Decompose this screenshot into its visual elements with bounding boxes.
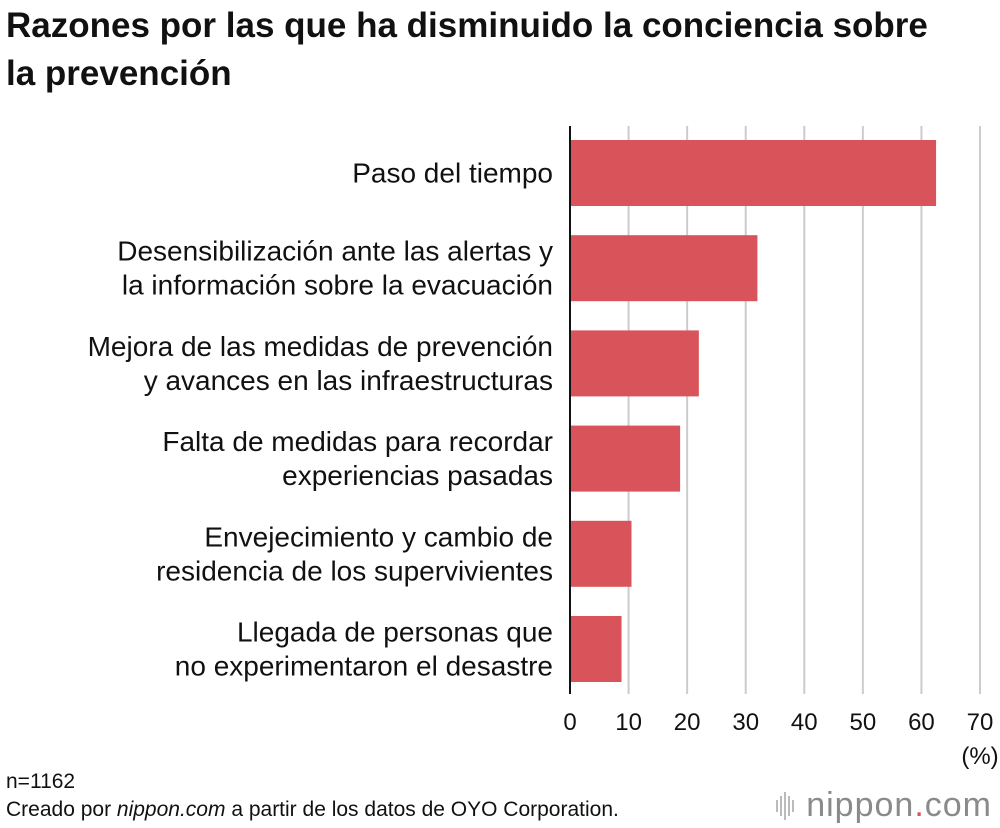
category-label: y avances en las infraestructuras bbox=[144, 365, 553, 396]
category-labels: Paso del tiempo Desensibilización ante la… bbox=[88, 158, 553, 682]
bar bbox=[570, 330, 699, 397]
logo-bars-icon bbox=[776, 791, 795, 820]
grid-lines bbox=[627, 126, 981, 694]
source-site: nippon.com bbox=[116, 798, 226, 821]
nippon-logo: nippon.com bbox=[776, 786, 992, 825]
logo-name: nippon bbox=[806, 786, 915, 824]
x-tick-label: 20 bbox=[674, 709, 701, 736]
category-label: residencia de los supervivientes bbox=[156, 555, 553, 586]
x-tick-label: 30 bbox=[732, 709, 759, 736]
chart-title: Razones por las que ha disminuido la con… bbox=[6, 6, 928, 93]
category-label: la información sobre la evacuación bbox=[122, 270, 553, 301]
sample-size: n=1162 bbox=[6, 770, 76, 793]
x-tick-label: 50 bbox=[850, 709, 877, 736]
x-axis-ticks: 0 10 20 30 40 50 60 70 bbox=[563, 709, 993, 736]
bar bbox=[570, 140, 937, 206]
category-label: no experimentaron el desastre bbox=[175, 651, 553, 682]
category-label: Desensibilización ante las alertas y bbox=[117, 236, 553, 267]
logo-tld: com bbox=[924, 786, 992, 824]
x-tick-label: 60 bbox=[908, 709, 935, 736]
x-tick-label: 0 bbox=[563, 709, 576, 736]
x-tick-label: 40 bbox=[791, 709, 818, 736]
category-label: Paso del tiempo bbox=[352, 158, 553, 189]
bar bbox=[570, 425, 681, 492]
bar bbox=[570, 616, 622, 682]
source-suffix: a partir de los datos de OYO Corporation… bbox=[225, 798, 619, 821]
category-label: Mejora de las medidas de prevención bbox=[88, 331, 553, 362]
bars bbox=[570, 140, 937, 682]
category-label: Llegada de personas que bbox=[237, 617, 553, 648]
category-label: Falta de medidas para recordar bbox=[162, 426, 553, 457]
bar bbox=[570, 520, 632, 587]
category-label: Envejecimiento y cambio de bbox=[204, 521, 553, 552]
logo-text: nippon.com bbox=[806, 786, 992, 825]
x-axis-unit: (%) bbox=[961, 743, 998, 770]
bar bbox=[570, 235, 758, 302]
x-tick-label: 10 bbox=[615, 709, 642, 736]
x-tick-label: 70 bbox=[967, 709, 994, 736]
source-note: Creado por nippon.com a partir de los da… bbox=[6, 796, 619, 824]
category-label: experiencias pasadas bbox=[282, 460, 553, 491]
source-prefix: Creado por bbox=[6, 798, 117, 821]
logo-dot: . bbox=[914, 786, 925, 824]
